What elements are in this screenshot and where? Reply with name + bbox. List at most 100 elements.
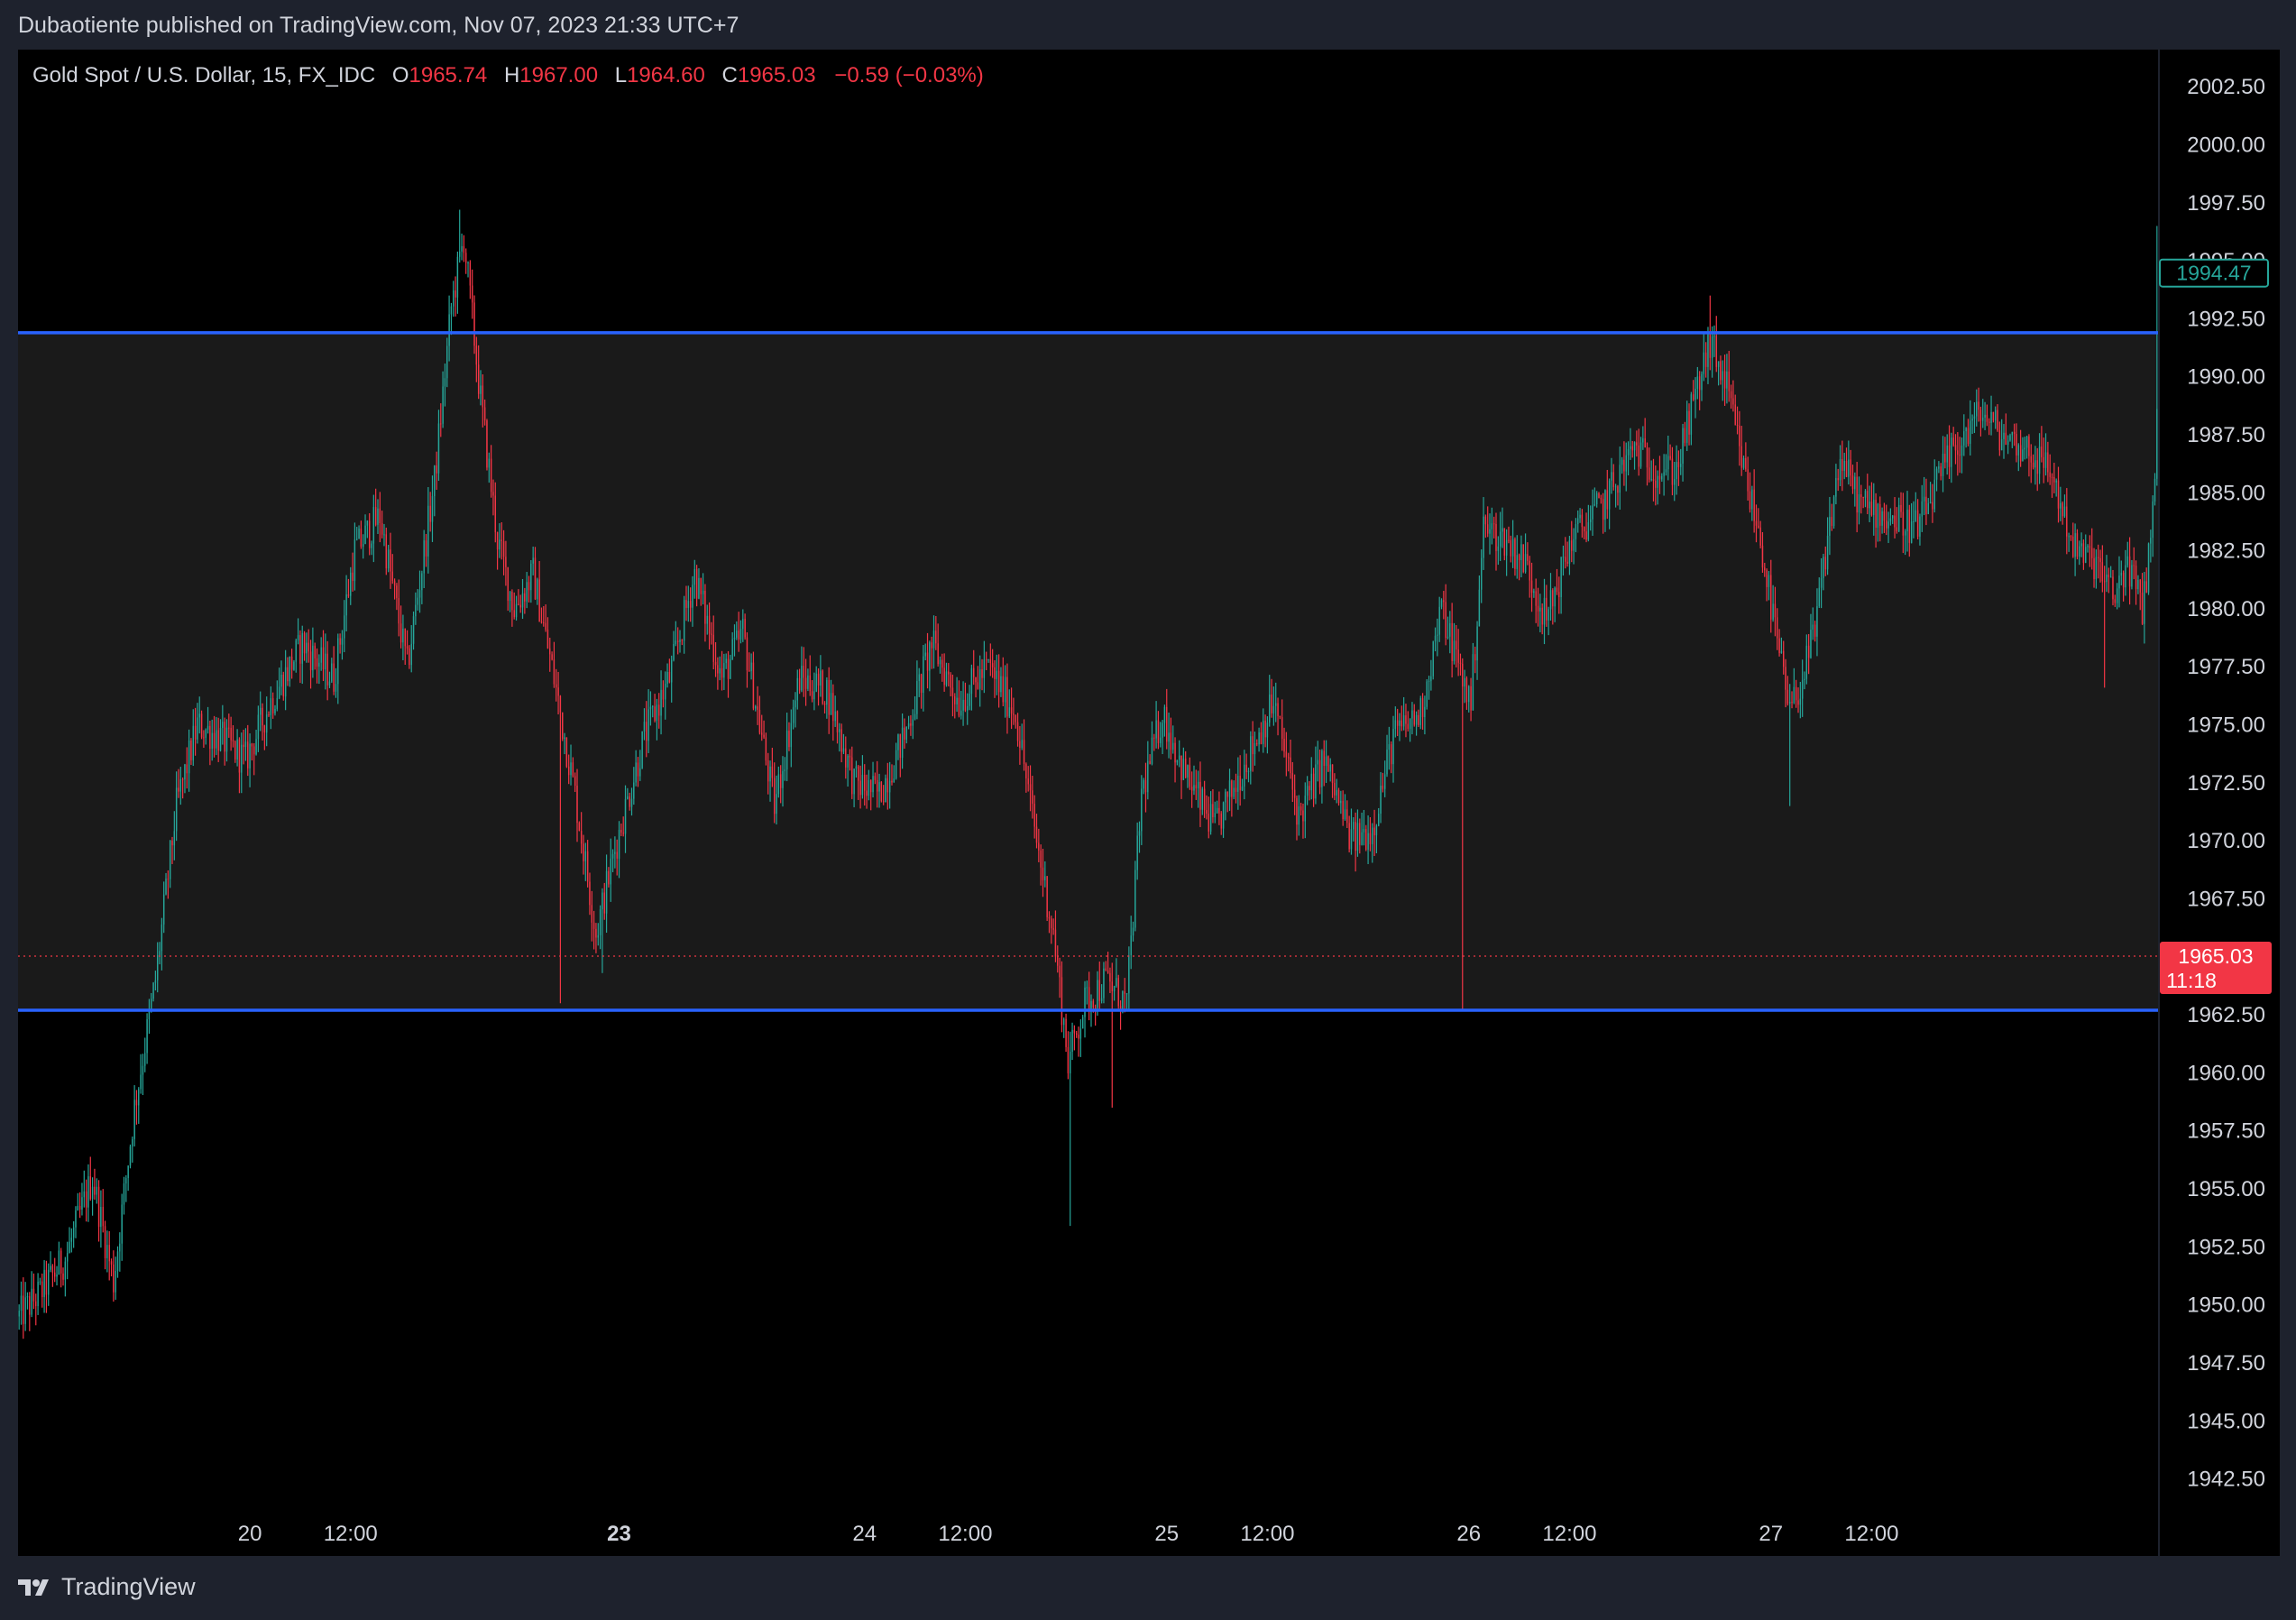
publish-header: Dubaotiente published on TradingView.com… [18,13,739,38]
candle-body [322,647,325,670]
chart-area[interactable]: 2002.502000.001997.501995.001992.501990.… [18,50,2280,1556]
candle-body [1457,649,1459,663]
candle-body [1638,445,1639,467]
candle-body [1910,521,1913,543]
candle-body [341,638,344,645]
candle-body [2109,576,2112,578]
candle-body [853,769,855,795]
candle-body [1533,591,1535,594]
candle-body [1984,414,1986,418]
candle-body [337,638,339,685]
candle-body [1086,987,1088,989]
candle-body [1511,538,1514,557]
candle-body [312,645,314,671]
time-tick-label: 26 [1456,1522,1481,1546]
candle-body [326,653,328,686]
candle-body [72,1227,75,1238]
candle-body [51,1266,54,1273]
symbol-legend[interactable]: Gold Spot / U.S. Dollar, 15, FX_IDC O196… [32,63,984,88]
candle-body [268,714,270,716]
candle-body [633,782,635,799]
candle-body [1212,804,1214,818]
candle-body [1310,773,1312,791]
candle-body [265,714,268,733]
candle-body [1932,502,1933,510]
candle-body [396,585,398,599]
candle-body [1176,759,1179,763]
candle-body [605,870,608,914]
candle-body [1785,667,1786,690]
candle-body [374,507,377,525]
candle-body [727,658,730,679]
candle-body [2079,546,2080,557]
candle-body [477,364,480,394]
footer-brand[interactable]: TradingView [18,1573,196,1601]
price-tick-label: 1992.50 [2187,307,2265,331]
candle-body [1795,686,1797,701]
candle-body [1814,624,1816,637]
candle-body [826,679,828,705]
candle-body [58,1250,60,1275]
candlestick-chart[interactable]: 2002.502000.001997.501995.001992.501990.… [18,50,2280,1556]
candle-body [219,728,222,751]
candle-body [154,980,157,983]
candle-body [37,1282,39,1307]
candle-body [1256,742,1258,745]
candle-body [538,579,540,622]
candle-body [1239,776,1241,791]
candle-body [352,572,354,582]
candle-body [188,740,190,774]
candle-body [1193,785,1195,791]
candle-body [736,631,738,638]
candle-body [668,671,671,683]
candle-body [1107,970,1109,973]
candle-body [2030,456,2032,463]
price-tick-label: 1990.00 [2187,365,2265,390]
candle-body [1201,788,1204,810]
candle-body [912,719,914,726]
price-tick-label: 1960.00 [2187,1061,2265,1085]
candle-body [1740,446,1742,468]
candle-body [1027,778,1029,785]
candle-body [418,590,421,598]
candle-body [2085,547,2087,563]
candle-body [704,590,706,624]
candle-body [2122,572,2125,588]
candle-body [1298,805,1300,825]
candle-body [939,659,941,665]
candle-body [78,1205,81,1210]
candle-body [1405,715,1407,724]
price-tick-label: 1970.00 [2187,829,2265,853]
candle-body [507,566,509,602]
candle-body [2145,581,2147,593]
candle-body [502,541,505,557]
candle-body [855,766,858,769]
candle-body [675,640,677,645]
candle-body [1723,371,1726,389]
candle-body [567,766,570,776]
candle-body [1426,681,1428,707]
candle-body [1117,978,1119,1007]
candle-body [505,557,507,567]
price-tick-label: 1997.50 [2187,191,2265,216]
candle-body [278,686,280,698]
candle-body [832,693,834,722]
candle-body [970,667,973,695]
candle-body [2154,478,2156,502]
candle-body [1728,371,1730,391]
candle-body [1579,514,1581,519]
candle-body [1323,750,1325,766]
candle-body [1470,686,1472,711]
candle-body [1549,590,1552,610]
candle-body [574,776,576,787]
candle-body [836,711,839,732]
price-tick-label: 1950.00 [2187,1293,2265,1318]
candle-body [2137,579,2139,590]
candle-body [595,928,597,938]
candle-body [888,780,891,793]
price-tick-label: 1955.00 [2187,1177,2265,1201]
candle-body [280,674,282,687]
candle-body [148,1009,151,1019]
candle-body [1891,515,1894,519]
candle-body [2028,436,2030,456]
